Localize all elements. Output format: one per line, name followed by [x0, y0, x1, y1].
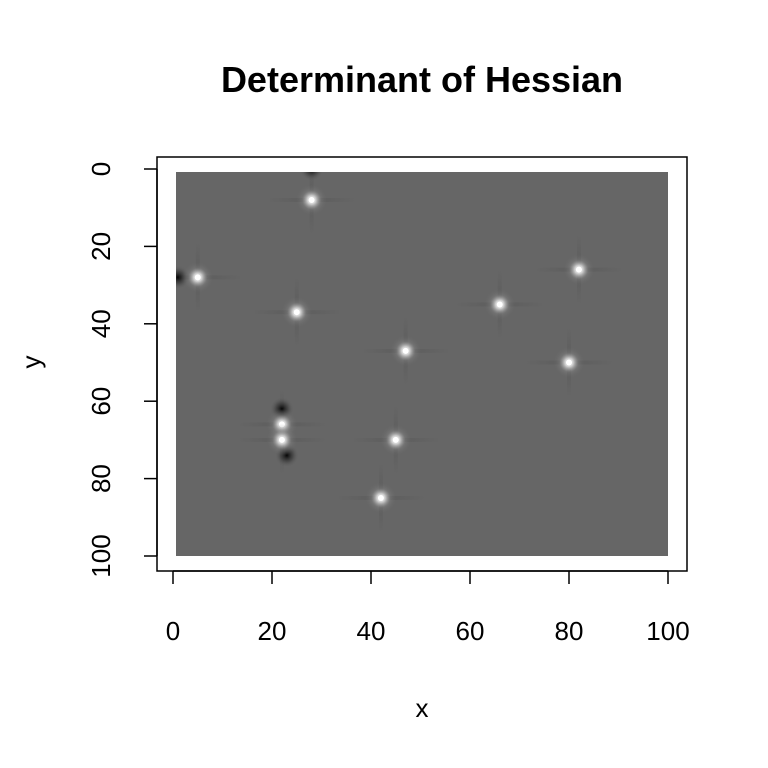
x-tick-label: 40 [357, 616, 386, 646]
bright-spot-core [575, 266, 582, 273]
x-tick-label: 0 [166, 616, 180, 646]
y-tick-label: 100 [86, 534, 116, 577]
bright-spot-core [566, 359, 572, 366]
y-tick-label: 80 [86, 464, 116, 493]
y-axis-label: y [16, 356, 46, 369]
x-tick-label: 60 [456, 616, 485, 646]
bright-spot-core [308, 196, 315, 203]
heatmap-spots [176, 172, 624, 533]
dark-spot [299, 172, 324, 181]
bright-spot-core [278, 436, 285, 443]
x-axis: 0 20 40 60 80 100 [166, 570, 690, 646]
y-tick-label: 40 [86, 309, 116, 338]
x-tick-label: 80 [555, 616, 584, 646]
chart-title: Determinant of Hessian [221, 59, 623, 100]
x-tick-label: 20 [258, 616, 287, 646]
bright-spot-core [293, 309, 300, 316]
bright-spot-core [377, 494, 384, 501]
y-tick-label: 0 [86, 162, 116, 176]
y-tick-label: 60 [86, 387, 116, 416]
y-axis: 0 20 40 60 80 100 [86, 162, 158, 578]
x-tick-label: 100 [646, 616, 689, 646]
y-tick-label: 20 [86, 232, 116, 261]
x-axis-label: x [416, 693, 429, 723]
bright-spot-core [392, 436, 399, 443]
bright-spot-core [402, 347, 409, 354]
bright-spot-core [194, 274, 201, 281]
bright-spot-core [496, 301, 503, 308]
